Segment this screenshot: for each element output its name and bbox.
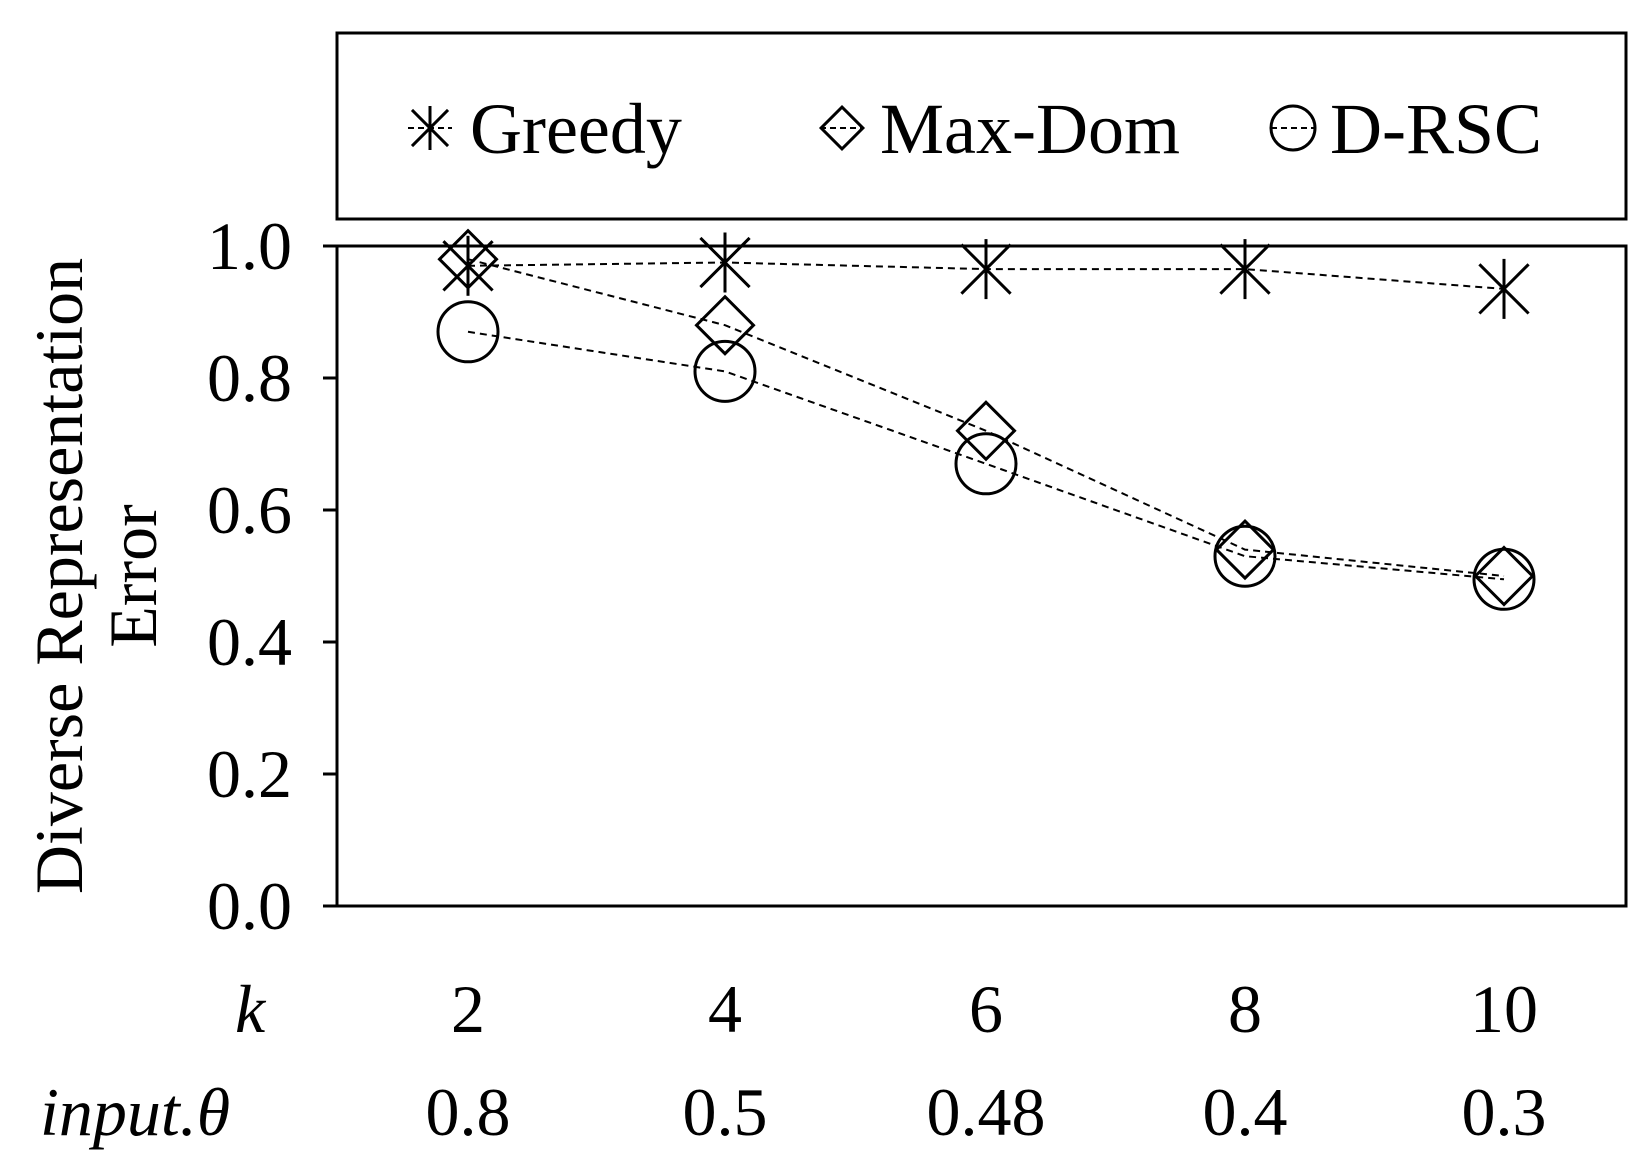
x-tick-label: 10 (1470, 971, 1538, 1047)
data-point-max-dom (1214, 518, 1276, 581)
y-tick-label: 1.0 (207, 208, 292, 284)
y-axis-title-line-1: Diverse Representation (21, 258, 97, 894)
data-point-d-rsc (436, 300, 500, 364)
legend-item-d-rsc: D-RSC (1269, 89, 1542, 169)
data-point-d-rsc (693, 339, 757, 403)
data-point-greedy (1219, 239, 1271, 300)
secondary-tick-label: 0.4 (1203, 1074, 1288, 1150)
secondary-tick-label: 0.8 (426, 1074, 511, 1150)
legend: Greedy Max-Dom D-RSC (408, 89, 1542, 169)
legend-label-d-rsc: D-RSC (1330, 89, 1542, 169)
legend-label-max-dom: Max-Dom (880, 89, 1180, 169)
data-point-greedy (699, 232, 751, 293)
y-axis-ticks: 0.0 0.2 0.4 0.6 0.8 1.0 (207, 208, 337, 944)
legend-label-greedy: Greedy (470, 89, 682, 169)
legend-marker-max-dom (818, 104, 866, 152)
data-point-d-rsc (1213, 524, 1277, 588)
data-point-d-rsc (1472, 547, 1536, 611)
x-axis-ticks: 2 4 6 8 10 0.8 0.5 0.48 0.4 0.3 (426, 971, 1547, 1150)
series-greedy (442, 232, 1530, 319)
data-point-max-dom (694, 294, 756, 356)
data-point-max-dom (437, 228, 499, 290)
y-tick-label: 0.6 (207, 472, 292, 548)
secondary-tick-label: 0.3 (1462, 1074, 1547, 1150)
legend-marker-d-rsc (1269, 104, 1317, 152)
y-axis-title-line-2: Error (95, 504, 171, 648)
series-max-dom (437, 228, 1535, 607)
y-tick-label: 0.2 (207, 736, 292, 812)
legend-item-greedy: Greedy (408, 89, 682, 169)
y-tick-label: 0.0 (207, 868, 292, 944)
y-tick-label: 0.8 (207, 340, 292, 416)
plot-frame (335, 244, 1628, 908)
x-tick-label: 8 (1228, 971, 1262, 1047)
series-d-rsc (436, 300, 1536, 611)
secondary-tick-label: 0.48 (927, 1074, 1046, 1150)
x-tick-label: 6 (969, 971, 1003, 1047)
data-point-d-rsc (954, 432, 1018, 496)
series-line-max-dom (467, 258, 1505, 577)
data-point-greedy (1478, 258, 1530, 319)
data-point-greedy (960, 239, 1012, 300)
series (436, 228, 1536, 611)
y-tick-label: 0.4 (207, 604, 292, 680)
legend-marker-greedy (410, 106, 450, 150)
x-axis-label: k (235, 971, 267, 1047)
data-point-max-dom (1473, 545, 1535, 607)
y-axis-title: Diverse Representation Error (21, 258, 171, 894)
series-line-d-rsc (467, 330, 1505, 581)
x-tick-label: 4 (708, 971, 742, 1047)
secondary-tick-label: 0.5 (683, 1074, 768, 1150)
legend-item-max-dom: Max-Dom (818, 89, 1180, 169)
x-tick-label: 2 (451, 971, 485, 1047)
data-point-max-dom (955, 400, 1017, 462)
legend-box (335, 31, 1628, 221)
secondary-axis-label: input.θ (40, 1074, 230, 1150)
